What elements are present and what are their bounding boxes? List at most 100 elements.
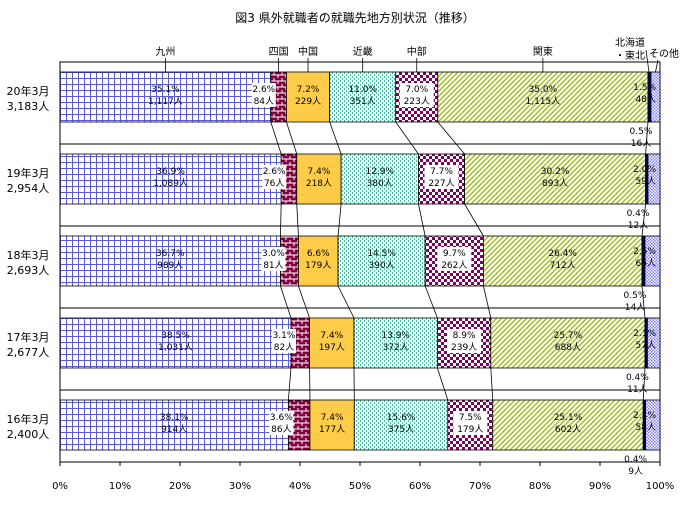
label-backdrop [261,247,286,271]
bar-segment [298,235,339,287]
data-label-count: 893人 [542,178,568,189]
bar-segment [353,399,449,451]
data-label-count: 602人 [555,424,581,435]
data-label-percent: 11.0% [348,85,377,95]
leader-line [280,285,292,319]
category-label: 20年3月 [7,84,50,98]
data-label-count: 59人 [636,176,656,187]
leader-line [395,121,419,155]
data-label-count: 57人 [636,340,656,351]
data-label-count: 1,115人 [526,96,561,107]
data-label-count: 239人 [451,342,477,353]
data-label-percent: 3.1% [273,331,296,341]
chart-title: 図3 県外就職者の就職先地方別状況（推移） [235,10,474,25]
data-label-percent: 0.5% [624,291,647,301]
data-label-count: 351人 [350,96,376,107]
label-backdrop [437,247,472,271]
category-total: 3,183人 [7,100,50,113]
data-label-percent: 2.4% [633,411,656,421]
leader-line [337,285,355,319]
data-label-count: 390人 [369,260,395,271]
x-axis: 0% 10% 20% 30% 40% 50% 60% 70% 80% 90% 100% [52,462,674,492]
data-label-count: 11人 [627,384,647,395]
leader-line [424,285,438,319]
category-total: 2,693人 [7,264,50,277]
data-label-percent: 3.0% [262,249,285,259]
label-backdrop [399,83,434,107]
data-label-count: 76人 [264,178,284,189]
label-backdrop [447,329,482,353]
legend-label: 九州 [155,46,175,58]
data-label-count: 86人 [271,424,291,435]
leader-line [641,285,646,319]
data-label-count: 1,117人 [148,96,183,107]
leader-lines [270,121,649,401]
data-label-percent: 38.5% [161,331,190,341]
x-tick-label: 30% [229,481,251,492]
data-label-percent: 12.9% [365,167,394,177]
data-label-percent: 0.4% [624,455,647,465]
data-label-percent: 7.4% [308,167,331,177]
data-label-count: 66人 [636,258,656,269]
data-label-percent: 2.1% [633,329,656,339]
x-tick-label: 10% [109,481,131,492]
data-label-percent: 7.4% [321,413,344,423]
leader-line [337,203,342,237]
data-label-percent: 36.9% [156,167,185,177]
x-tick-label: 90% [589,481,611,492]
data-label-percent: 7.2% [297,85,320,95]
label-backdrop [251,83,276,107]
bars: 35.1%1,117人2.6%84人7.2%229人11.0%351人7.0%2… [59,71,661,477]
data-label-percent: 6.6% [307,249,330,259]
bar-segment [59,235,281,287]
data-label-percent: 1.5% [633,83,656,93]
category-total: 2,677人 [7,346,50,359]
legend-label: 近畿 [353,45,373,58]
legend-label: 中部 [407,45,427,58]
bar-segment [492,399,644,451]
x-tick-label: 50% [349,481,371,492]
x-tick-label: 40% [289,481,311,492]
data-label-count: 262人 [441,260,467,271]
x-tick-label: 100% [646,481,675,492]
legend: 九州 四国 中国 近畿 中部 関東 北海道・東北 その他 [155,36,679,73]
data-label-count: 177人 [319,424,345,435]
category-label: 18年3月 [7,248,50,262]
bar-segment [340,153,419,205]
bar-segment [286,71,331,123]
data-label-percent: 7.7% [430,167,453,177]
legend-leader [655,59,659,73]
legend-label: 中国 [298,45,318,58]
data-label-count: 82人 [274,342,294,353]
legend-label: ・東北 [615,49,645,62]
leader-line [645,121,649,155]
leader-line [286,121,298,155]
data-label-count: 14人 [625,302,645,313]
bar-segment [337,235,426,287]
data-label-percent: 35.1% [151,85,180,95]
data-label-percent: 2.6% [252,85,275,95]
category-total: 2,400人 [7,428,50,441]
data-label-count: 218人 [306,178,332,189]
label-backdrop [424,165,459,189]
data-label-percent: 38.1% [160,413,189,423]
bar-segment [490,317,646,369]
leader-line [287,367,292,401]
data-label-percent: 2.5% [633,247,656,257]
data-label-count: 12人 [628,220,648,231]
data-label-count: 375人 [388,424,414,435]
data-label-count: 688人 [555,342,581,353]
x-tick-label: 80% [529,481,551,492]
data-label-count: 84人 [254,96,274,107]
data-label-count: 914人 [161,424,187,435]
bar-segment [437,71,649,123]
data-label-percent: 25.7% [554,331,583,341]
data-label-percent: 25.1% [554,413,583,423]
bar-segment [353,317,438,369]
bar-segment [464,153,647,205]
legend-label: 関東 [533,45,553,58]
data-label-count: 1,031人 [158,342,193,353]
bar-segment [644,235,661,287]
data-label-percent: 0.4% [626,373,649,383]
